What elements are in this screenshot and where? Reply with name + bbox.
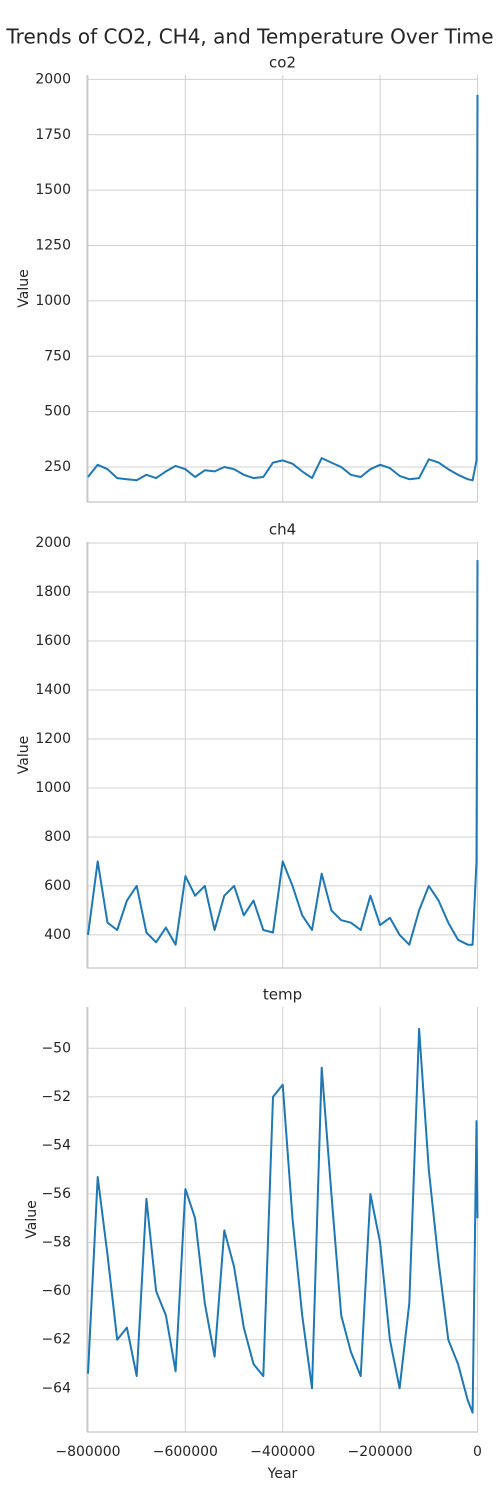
y-tick-label: 2000 — [35, 535, 71, 551]
y-tick-label: 1000 — [35, 293, 71, 309]
y-tick-label: 750 — [44, 348, 71, 364]
y-axis-label: Value — [16, 269, 32, 307]
y-tick-label: 1750 — [35, 127, 71, 143]
y-axis-label: Value — [16, 736, 32, 774]
y-tick-label: −50 — [41, 1040, 71, 1056]
y-tick-label: 600 — [44, 878, 71, 894]
y-tick-label: 1500 — [35, 182, 71, 198]
y-tick-label: 1400 — [35, 682, 71, 698]
y-tick-label: 1250 — [35, 238, 71, 254]
data-line — [87, 560, 479, 946]
y-tick-label: −54 — [41, 1137, 71, 1153]
y-tick-label: 400 — [44, 927, 71, 943]
figure-title: Trends of CO2, CH4, and Temperature Over… — [5, 25, 493, 49]
x-tick-label: −800000 — [55, 1444, 120, 1460]
x-tick-label: −600000 — [153, 1444, 218, 1460]
y-tick-label: 250 — [44, 459, 71, 475]
x-tick-label: −400000 — [250, 1444, 315, 1460]
data-line — [87, 94, 479, 482]
y-tick-label: −64 — [41, 1380, 71, 1396]
y-tick-label: 1800 — [35, 584, 71, 600]
panel-title: ch4 — [269, 521, 296, 539]
y-tick-label: −52 — [41, 1089, 71, 1105]
y-tick-label: 1200 — [35, 731, 71, 747]
panel-title: temp — [263, 986, 302, 1004]
y-tick-label: −58 — [41, 1235, 71, 1251]
y-tick-label: 1600 — [35, 633, 71, 649]
y-tick-label: 2000 — [35, 71, 71, 87]
x-tick-label: −200000 — [348, 1444, 413, 1460]
data-line — [87, 1027, 479, 1414]
x-axis-label: Year — [267, 1466, 298, 1482]
panel-title: co2 — [269, 54, 296, 72]
y-tick-label: 500 — [44, 404, 71, 420]
y-tick-label: −62 — [41, 1332, 71, 1348]
y-tick-label: 1000 — [35, 780, 71, 796]
y-tick-label: −56 — [41, 1186, 71, 1202]
y-axis-label: Value — [24, 1200, 40, 1238]
y-tick-label: −60 — [41, 1283, 71, 1299]
x-tick-label: 0 — [473, 1444, 482, 1460]
y-tick-label: 800 — [44, 829, 71, 845]
